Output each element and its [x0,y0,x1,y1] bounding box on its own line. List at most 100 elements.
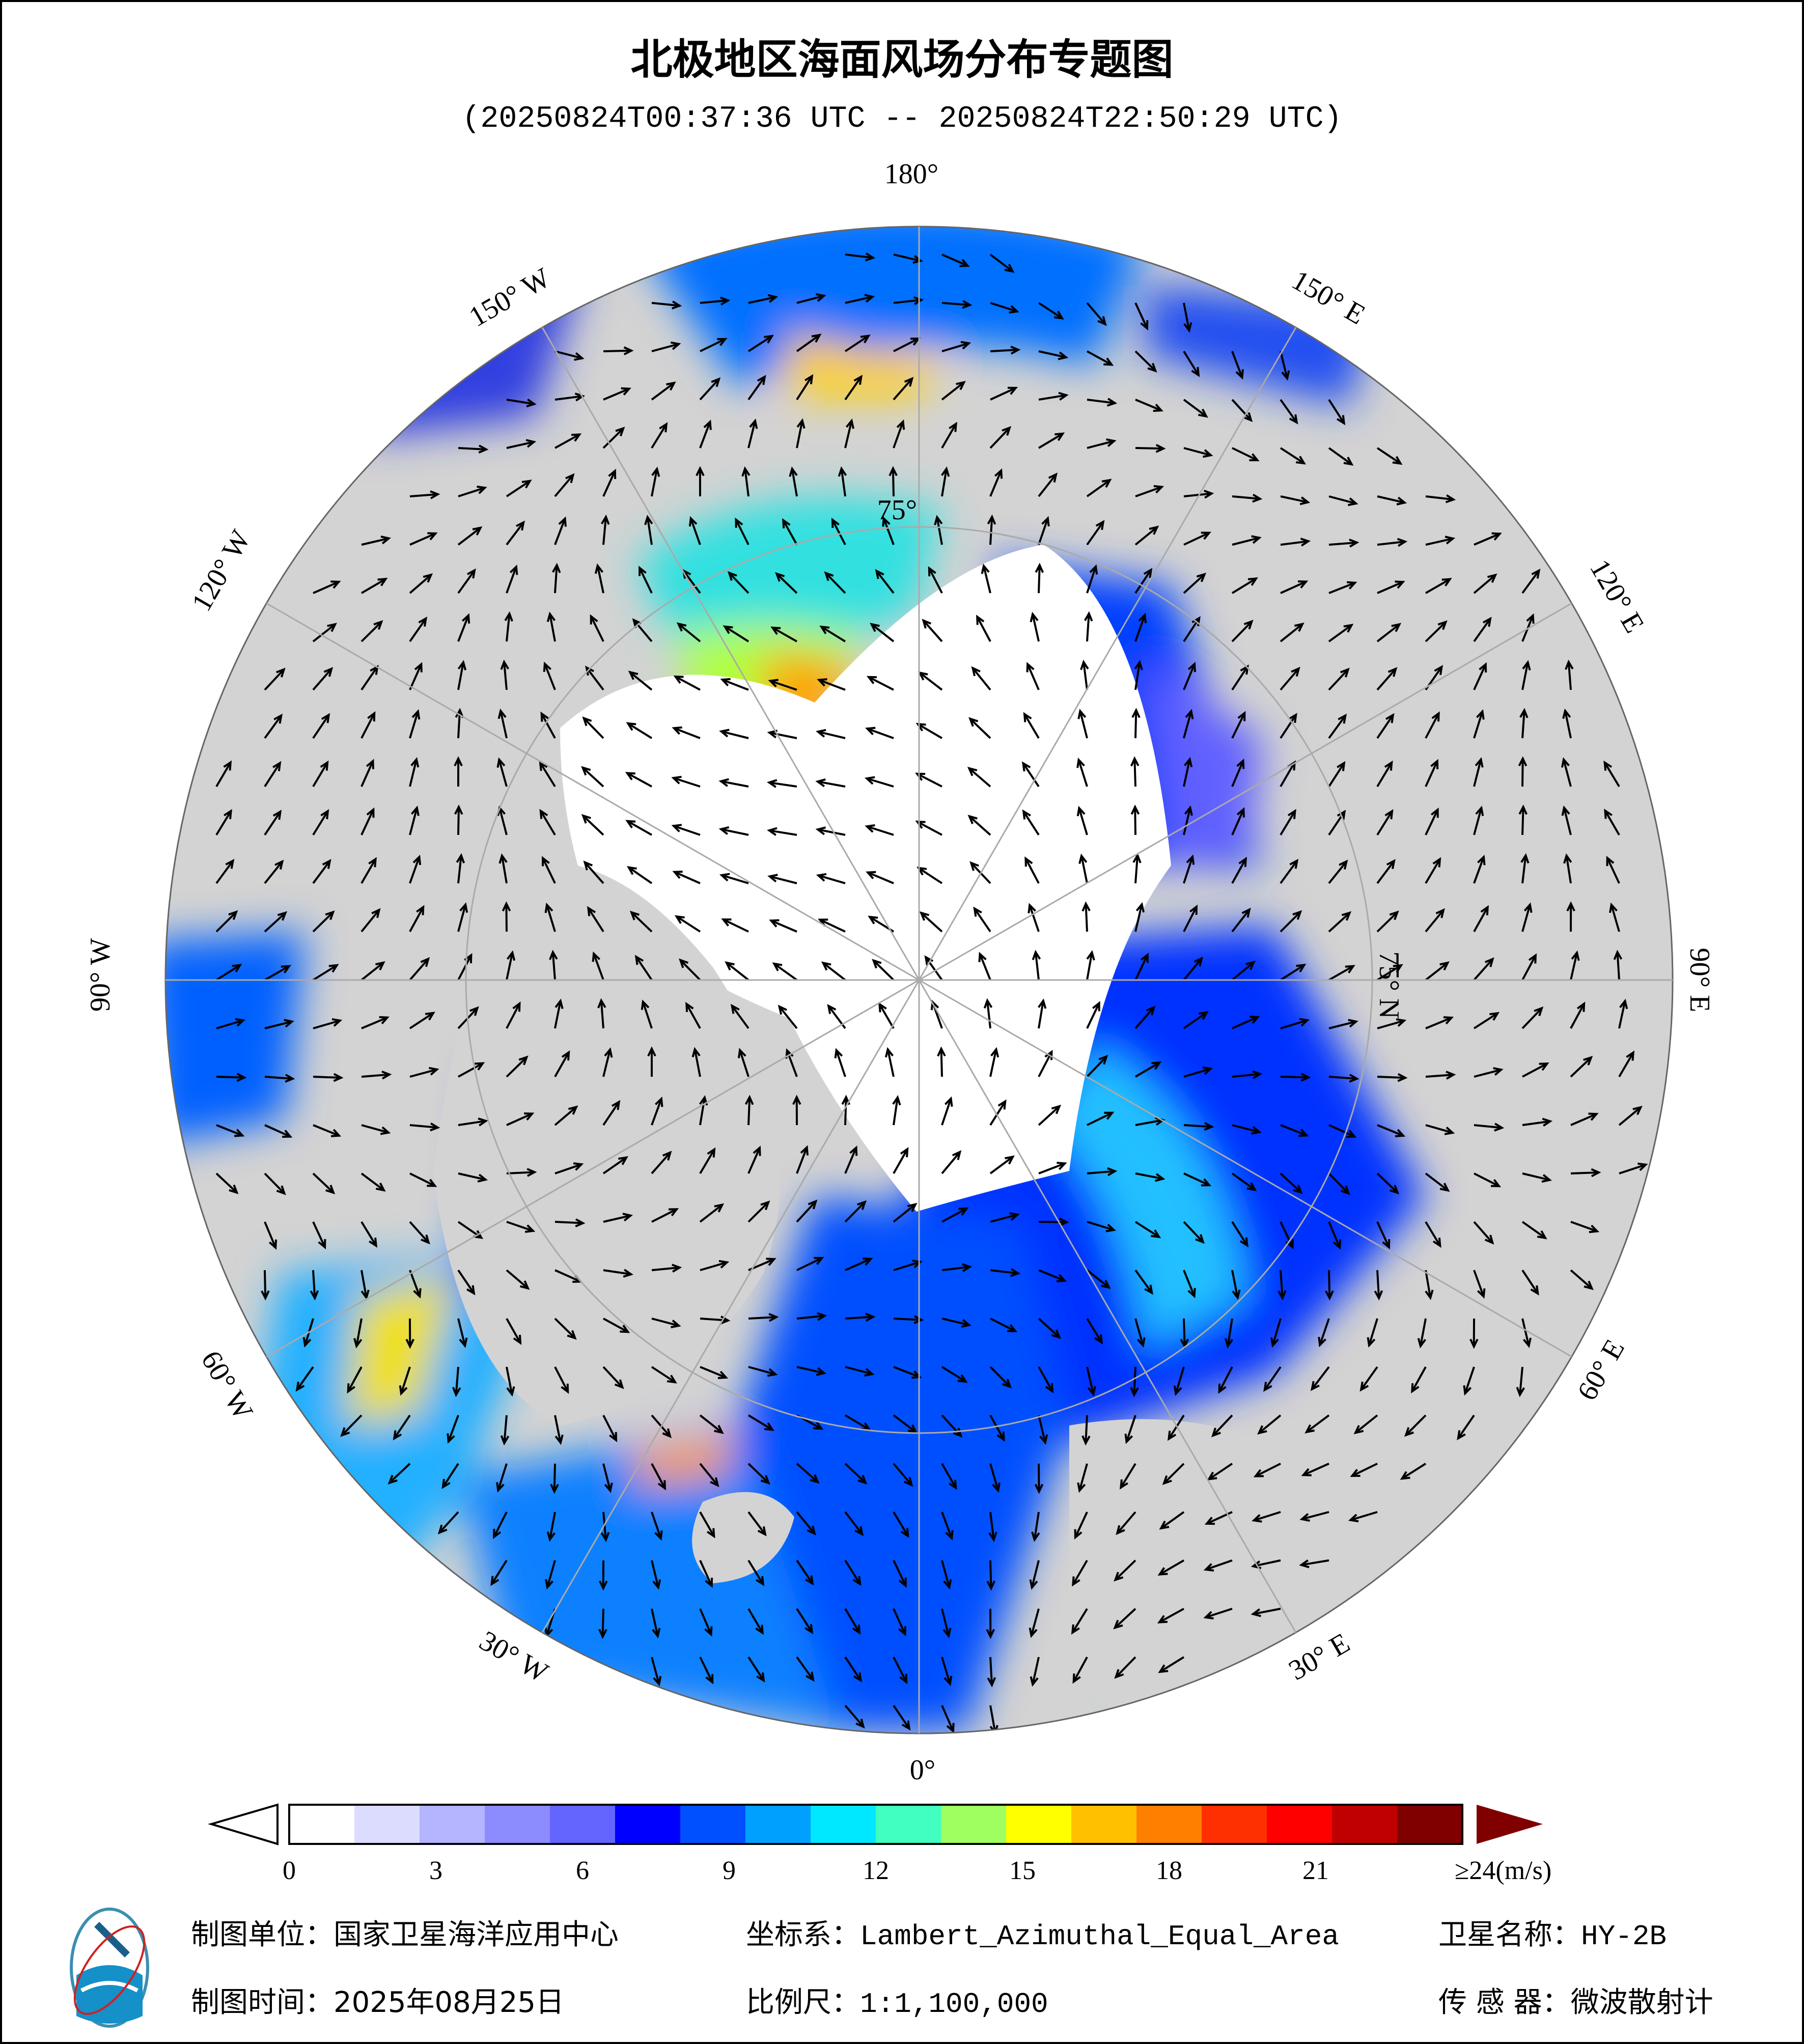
wind-arrow [989,254,1015,273]
unit-label: 制图单位： [191,1918,334,1951]
wind-arrow [893,1259,923,1271]
wind-arrow [582,716,604,739]
wind-arrow [922,619,943,642]
wind-arrow [409,1221,430,1245]
wind-arrow [1086,564,1098,594]
wind-arrow [500,659,510,690]
wind-arrow [1135,1172,1165,1182]
wind-arrow [264,761,282,788]
wind-arrow [1522,1062,1549,1078]
wind-arrow [312,1221,326,1250]
wind-arrow [1183,490,1214,499]
wind-arrow [1021,761,1040,788]
wind-arrow [587,906,604,933]
wind-arrow [1280,538,1311,547]
wind-arrow [844,1200,867,1223]
wind-arrow [651,1264,682,1273]
colorbar-tick-label: 15 [1009,1856,1036,1885]
wind-arrow [552,563,561,594]
wind-arrow [1473,855,1486,884]
wind-arrow [651,422,668,449]
wind-arrow [1566,901,1575,932]
wind-arrow [602,1047,613,1077]
wind-arrow [866,676,894,691]
wind-arrow [1474,532,1502,546]
wind-arrow [1183,904,1198,932]
footer-coord: 坐标系：Lambert_Azimuthal_Equal_Area [746,1912,1339,1953]
wind-arrow [1570,1112,1599,1126]
wind-arrow [1328,539,1359,548]
wind-arrow [264,809,282,836]
wind-arrow [264,1172,286,1195]
wind-arrow [441,1463,459,1489]
wind-arrow [990,1212,1020,1223]
wind-arrow [986,1560,995,1591]
wind-arrow [1134,302,1149,331]
wind-arrow [1377,1073,1408,1082]
label-90e: 90° E [1684,948,1715,1013]
wind-arrow [1280,666,1300,691]
wind-arrow [989,1366,1012,1389]
wind-arrow [792,1095,801,1126]
wind-arrow [1231,759,1245,787]
wind-arrow [634,955,653,981]
wind-arrow [699,1560,713,1588]
wind-arrow [941,1366,968,1383]
wind-arrow [313,580,341,594]
wind-arrow [506,398,537,408]
wind-arrow [937,1046,946,1077]
wind-arrow [599,1560,608,1591]
meridian-line [919,602,1572,981]
wind-arrow [602,1100,621,1126]
wind-arrow [1521,1221,1547,1240]
wind-arrow [1086,1054,1108,1078]
wind-arrow [875,569,895,594]
wind-arrow [554,473,575,497]
wind-arrow [967,767,991,788]
wind-arrow [454,804,463,835]
wind-arrow [295,1366,314,1392]
wind-arrow [1318,1318,1330,1348]
colorbar-tick-label: 3 [429,1856,442,1885]
wind-arrow [878,1002,895,1029]
wind-arrow [1270,1318,1282,1348]
wind-arrow [409,905,425,932]
colorbar-cell [615,1805,681,1844]
wind-arrow [778,1004,798,1029]
wind-arrow [1078,853,1088,884]
wind-arrow [1376,1172,1400,1195]
wind-arrow [747,1559,765,1586]
wind-arrow [1518,804,1528,835]
wind-arrow [1280,858,1299,884]
wind-arrow [264,859,284,884]
wind-arrow [1183,661,1196,690]
wind-arrow [506,1168,537,1177]
wind-arrow [1131,708,1141,739]
wind-arrow [1280,1124,1309,1137]
wind-arrow [719,873,749,884]
wind-arrow [458,1062,485,1078]
wind-arrow [1522,1117,1553,1127]
time-range: (20250824T00:37:36 UTC -- 20250824T22:50… [462,102,1342,136]
wind-arrow [1425,1172,1450,1192]
wind-arrow [550,1463,559,1494]
wind-arrow [1425,961,1450,981]
wind-arrow [1570,1221,1600,1234]
wind-arrow [409,532,438,546]
wind-arrow [768,679,797,691]
wind-arrow [312,1172,336,1194]
wind-arrow [1473,757,1484,787]
wind-arrow [1134,1061,1162,1078]
wind-arrow [1232,493,1263,503]
wind-arrow [1521,902,1533,932]
wind-vectors [215,253,1648,1733]
label-180: 180° [884,158,938,190]
wind-arrow [651,1366,677,1384]
wind-arrow [699,1463,719,1488]
colorbar-cell [745,1805,811,1844]
wind-arrow [816,729,846,739]
colorbar-cell [420,1805,485,1844]
wind-arrow [603,1269,633,1278]
